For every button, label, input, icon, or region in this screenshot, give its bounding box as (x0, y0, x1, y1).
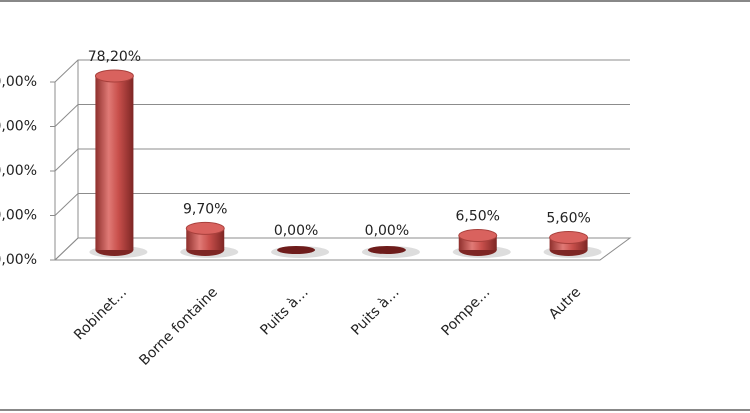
bar-top (549, 231, 589, 245)
bar (277, 246, 316, 254)
value-label: 6,50% (456, 209, 500, 225)
bar (367, 246, 406, 254)
grid-line (54, 237, 630, 261)
y-tick-label: 80,00% (0, 74, 37, 90)
x-tick-label: Puits à… (257, 284, 311, 338)
grid-line (54, 193, 630, 216)
x-tick-label: Borne fontaine (136, 284, 220, 368)
x-tick-label: Robinet… (71, 284, 130, 343)
y-tick-label: 0,00% (0, 252, 37, 268)
value-label: 5,60% (546, 211, 590, 227)
bar-top (185, 221, 225, 235)
bar-top (458, 229, 498, 243)
y-tick-label: 20,00% (0, 208, 37, 224)
grid-line (54, 59, 630, 83)
x-tick-label: Pompe… (438, 284, 493, 339)
grid-line (54, 104, 630, 127)
x-tick-label: Autre (546, 284, 584, 322)
grid-line (54, 148, 630, 172)
x-tick-label: Puits à… (348, 284, 402, 338)
value-label: 0,00% (274, 223, 318, 239)
value-label: 9,70% (183, 201, 227, 217)
y-tick-label: 60,00% (0, 119, 37, 135)
bar-top (94, 69, 134, 83)
bar (95, 76, 134, 250)
value-label: 0,00% (365, 223, 409, 239)
y-tick-label: 40,00% (0, 163, 37, 179)
value-label: 78,20% (88, 49, 141, 65)
